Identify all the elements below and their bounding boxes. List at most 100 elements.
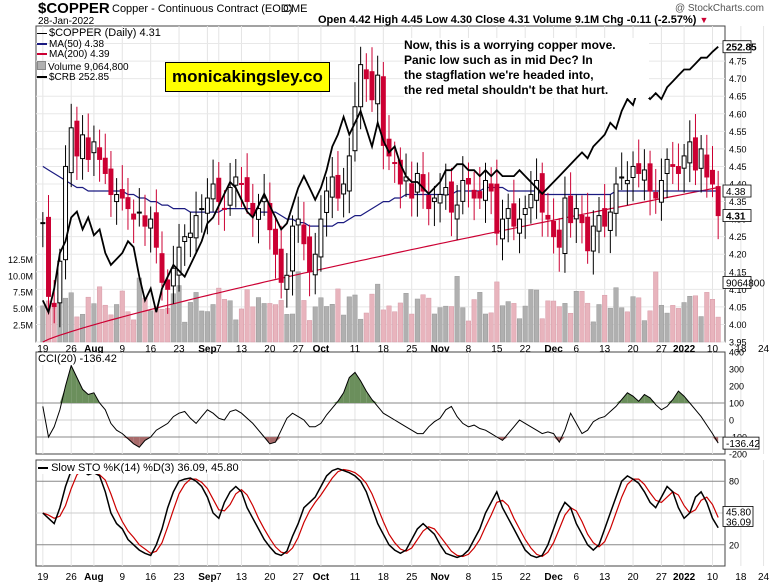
cci-legend: CCI(20) -136.42 <box>38 353 117 365</box>
x-axis-tick-label: 10 <box>707 344 719 355</box>
candle-body <box>528 194 534 209</box>
candle-body <box>380 76 386 146</box>
volume-bar <box>284 314 290 343</box>
candle-body <box>221 207 227 210</box>
volume-bar <box>142 297 148 343</box>
volume-bar <box>681 302 687 343</box>
ma50-swatch <box>37 42 47 45</box>
x-axis-tick-label: 22 <box>520 572 532 583</box>
cci-overbought-fill <box>88 392 94 403</box>
legend-crb-text: $CRB 252.85 <box>49 72 110 83</box>
x-axis-tick-label: 2022 <box>673 572 696 583</box>
price-tick-label: 4.20 <box>729 250 747 260</box>
candle-body <box>97 147 103 160</box>
volume-bar <box>358 318 364 343</box>
watermark: @ StockCharts.com <box>674 3 764 14</box>
sto-d-value-tag: 45.80 <box>726 507 751 518</box>
volume-value-tag: 9064800 <box>726 278 765 289</box>
x-axis-tick-label: 6 <box>574 572 580 583</box>
price-tick-label: 4.70 <box>729 74 747 84</box>
volume-bar <box>454 276 460 343</box>
x-axis-tick-label: 15 <box>491 344 503 355</box>
volume-bar <box>40 305 46 343</box>
volume-bar <box>602 294 608 343</box>
x-axis-tick-label: Sep <box>198 572 216 583</box>
candle-body <box>500 218 505 240</box>
candle-body <box>704 154 710 178</box>
volume-bar <box>397 302 403 343</box>
last-close-tag-box <box>722 209 752 223</box>
candle-body <box>426 194 432 210</box>
volume-bar <box>658 304 664 343</box>
volume-bar <box>709 299 716 343</box>
price-tick-label: 4.25 <box>729 232 747 242</box>
volume-bar <box>522 305 528 343</box>
volume-bar <box>590 321 596 343</box>
candle-body <box>647 163 653 192</box>
symbol-description: Copper - Continuous Contract (EOD) <box>112 3 293 15</box>
volume-bar <box>494 281 500 343</box>
candle-body <box>692 137 698 171</box>
cci-tick-label: 0 <box>729 416 734 426</box>
crb-swatch <box>37 76 47 79</box>
sto-k-line <box>42 467 719 559</box>
x-axis-tick-label: 11 <box>350 572 361 583</box>
cci-tick-label: 200 <box>729 382 744 392</box>
x-axis-tick-label: 27 <box>293 344 305 355</box>
candle-body <box>687 141 693 164</box>
x-axis-tick-label: 8 <box>466 344 472 355</box>
sto-legend: Slow STO %K(14) %D(3) 36.09, 45.80 <box>38 462 239 474</box>
candle-body <box>307 236 313 273</box>
candle-body <box>256 208 261 220</box>
volume-bar <box>431 313 437 343</box>
volume-bar <box>290 313 296 343</box>
cci-overbought-fill <box>644 394 651 403</box>
volume-bar <box>295 271 301 343</box>
cci-overbought-fill <box>371 399 378 403</box>
candle-body <box>324 190 330 213</box>
cci-overbought-fill <box>678 391 685 403</box>
cci-line <box>42 364 719 448</box>
candle-body <box>295 218 301 226</box>
sto-tick-label: 20 <box>729 540 739 550</box>
low-value: 4.30 <box>450 14 473 26</box>
volume-bar <box>210 304 216 343</box>
candle-body <box>585 216 591 252</box>
cci-oversold-fill <box>712 437 719 444</box>
x-axis-tick-label: 8 <box>466 572 472 583</box>
candle-body <box>465 177 471 185</box>
cci-overbought-fill <box>360 380 367 403</box>
volume-tick-label: 10.0M <box>8 271 33 281</box>
price-tick-label: 4.55 <box>729 127 747 137</box>
candle-body <box>244 177 250 203</box>
volume-bar <box>369 293 375 343</box>
volume-bar <box>460 307 466 343</box>
volume-bar <box>511 303 517 343</box>
volume-bar <box>221 299 227 343</box>
x-axis-tick-label: 9 <box>120 344 126 355</box>
price-tick-label: 4.75 <box>729 57 747 67</box>
candle-body <box>142 215 148 227</box>
x-axis-tick-label: 24 <box>758 572 770 583</box>
annotation-box: Now, this is a worrying copper move. Pan… <box>404 38 649 98</box>
x-axis-tick-label: Oct <box>313 572 330 583</box>
candle-body <box>136 211 142 214</box>
candle-body <box>284 274 290 290</box>
x-axis-tick-label: Dec <box>544 344 563 355</box>
candle-body <box>664 158 670 175</box>
volume-bar <box>352 294 358 343</box>
candle-body <box>715 186 721 217</box>
price-tick-label: 4.50 <box>729 144 747 154</box>
candle-body <box>290 225 296 272</box>
candle-body <box>670 164 676 167</box>
candle-body <box>505 208 511 219</box>
cci-overbought-fill <box>82 389 89 403</box>
volume-bar <box>409 313 415 343</box>
volume-bar <box>250 306 256 343</box>
volume-bar <box>664 312 670 343</box>
cci-overbought-fill <box>65 365 72 403</box>
volume-bar <box>272 304 279 343</box>
volume-bar <box>97 286 103 343</box>
x-axis-tick-label: 23 <box>173 344 185 355</box>
x-axis-tick-label: 18 <box>378 344 390 355</box>
